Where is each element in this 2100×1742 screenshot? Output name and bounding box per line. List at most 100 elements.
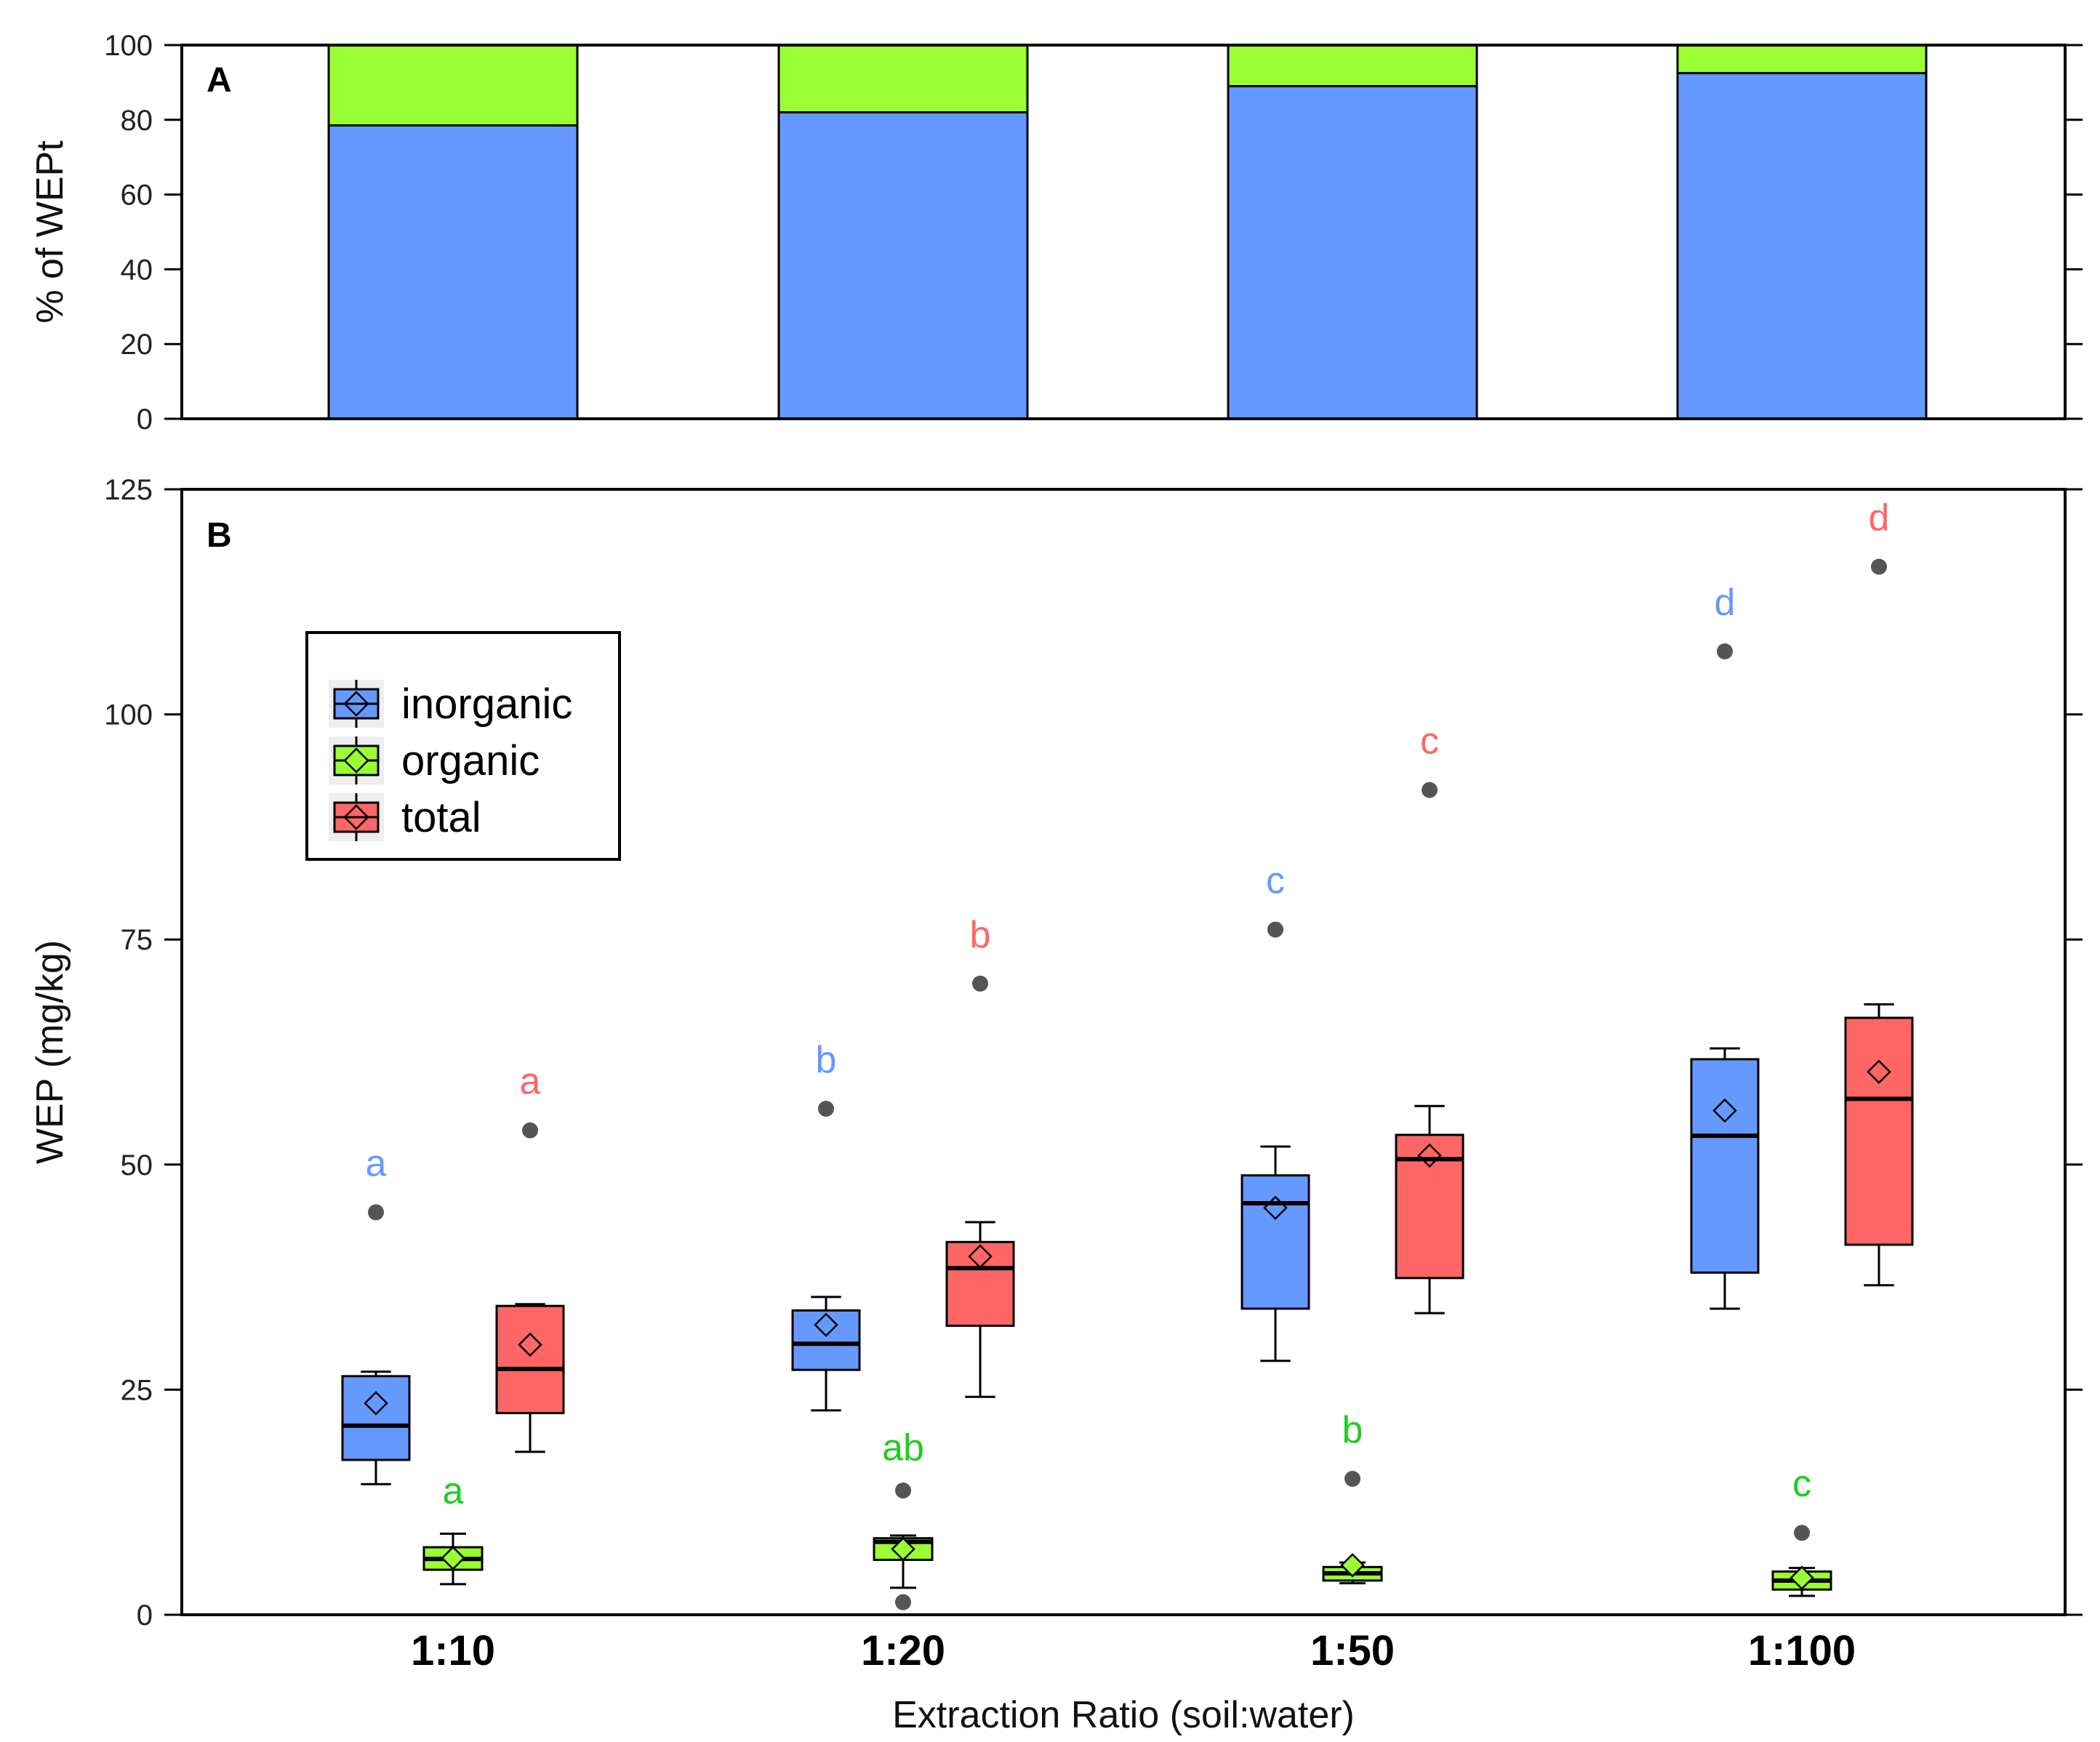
box-organic-1: a (422, 1470, 484, 1586)
significance-letter: b (816, 1039, 837, 1081)
a-ytick-label: 0 (137, 404, 153, 436)
mean-marker (1712, 1098, 1737, 1123)
legend-key-total (329, 793, 384, 841)
b-ytick-label: 50 (121, 1149, 153, 1181)
mean-marker (441, 1546, 465, 1570)
legend-key-organic (329, 736, 384, 784)
significance-letter: d (1715, 582, 1736, 624)
mean-marker (1340, 1553, 1365, 1578)
outlier-point (368, 1204, 384, 1221)
bar-inorganic-4 (1676, 72, 1928, 420)
box-organic-3: b (1322, 1409, 1383, 1585)
bar-inorganic-1 (327, 124, 579, 420)
box-inorganic-4: d (1690, 582, 1760, 1310)
box-iqr (1395, 1133, 1464, 1280)
legend-label-organic: organic (401, 737, 540, 784)
mean-marker (364, 1391, 388, 1416)
outlier-point (522, 1122, 538, 1139)
bar-organic-1 (327, 44, 579, 127)
outlier-point (1422, 782, 1438, 798)
mean-marker (1263, 1195, 1288, 1221)
panel-b-label: B (207, 516, 232, 555)
significance-letter: a (366, 1142, 387, 1184)
panel-a-axis: 0 20 40 60 80 100 (104, 30, 2083, 436)
b-ytick-label: 25 (121, 1374, 153, 1406)
a-ytick-label: 80 (121, 105, 153, 137)
outlier-point (972, 975, 988, 992)
legend: inorganic organic total (305, 631, 621, 861)
mean-marker (1417, 1143, 1442, 1168)
panel-b-frame (180, 488, 2067, 1616)
b-ytick-label: 100 (104, 699, 153, 731)
panel-b-ylabel: WEP (mg/kg) (29, 940, 71, 1164)
box-iqr (791, 1309, 861, 1371)
x-axis-title: Extraction Ratio (soil:water) (892, 1694, 1355, 1736)
panel-a-label: A (207, 61, 232, 100)
legend-key-mean (343, 804, 369, 830)
mean-marker (1867, 1059, 1891, 1085)
box-inorganic-2: b (791, 1039, 861, 1412)
x-category-label: 1:20 (861, 1627, 945, 1674)
b-ytick-label: 125 (104, 474, 153, 506)
legend-key-mean (343, 747, 369, 774)
legend-label-inorganic: inorganic (401, 681, 572, 728)
panel-a: 0 20 40 60 80 100 A % of WEPt (29, 30, 2083, 436)
bar-organic-4 (1676, 44, 1928, 75)
box-iqr (341, 1375, 411, 1461)
box-inorganic-3: c (1241, 859, 1310, 1362)
box-total-2: b (945, 914, 1015, 1398)
mean-marker (518, 1332, 542, 1357)
legend-key-inorganic (329, 680, 384, 728)
outlier-point (1794, 1525, 1810, 1541)
significance-letter: c (1792, 1463, 1811, 1505)
outlier-point (895, 1594, 911, 1610)
box-iqr (1241, 1174, 1310, 1310)
box-iqr (1844, 1016, 1914, 1246)
a-ytick-label: 20 (121, 329, 153, 361)
significance-letter: a (520, 1061, 541, 1103)
panel-a-ylabel: % of WEPt (29, 140, 71, 324)
significance-letter: d (1869, 497, 1890, 539)
box-organic-4: c (1771, 1463, 1832, 1597)
a-ytick-label: 40 (121, 254, 153, 286)
legend-label-total: total (401, 794, 481, 841)
box-total-4: d (1844, 497, 1914, 1287)
significance-letter: c (1420, 721, 1439, 763)
x-category-label: 1:50 (1310, 1627, 1395, 1674)
outlier-point (1267, 921, 1283, 938)
x-category-label: 1:10 (411, 1627, 495, 1674)
box-iqr (1690, 1058, 1760, 1274)
x-category-label: 1:100 (1748, 1627, 1856, 1674)
outlier-point (895, 1482, 911, 1499)
significance-letter: b (970, 914, 991, 956)
panel-a-bars (327, 44, 1928, 420)
bar-inorganic-2 (777, 111, 1029, 420)
box-total-3: c (1395, 721, 1464, 1314)
box-total-1: a (495, 1061, 565, 1453)
outlier-point (1717, 643, 1733, 659)
mean-marker (814, 1312, 838, 1338)
b-ytick-label: 75 (121, 924, 153, 956)
box-inorganic-1: a (341, 1142, 411, 1485)
mean-marker (1790, 1565, 1814, 1590)
significance-letter: ab (882, 1427, 924, 1469)
outlier-point (818, 1101, 834, 1117)
a-ytick-label: 60 (121, 180, 153, 212)
panel-a-frame (180, 44, 2067, 420)
significance-letter: a (443, 1470, 464, 1512)
outlier-point (1344, 1471, 1360, 1488)
outlier-point (1871, 558, 1887, 575)
box-iqr (495, 1304, 565, 1415)
box-organic-2: ab (873, 1427, 934, 1610)
bar-inorganic-3 (1227, 85, 1478, 420)
legend-key-mean (343, 691, 369, 717)
mean-marker (891, 1536, 915, 1562)
mean-marker (968, 1244, 993, 1269)
b-ytick-label: 0 (137, 1599, 153, 1631)
bar-organic-3 (1227, 44, 1478, 88)
box-iqr (945, 1240, 1015, 1327)
panel-b-axis: 0 25 50 75 100 125 1:10 1:20 1:50 1:100 (104, 474, 2083, 1674)
